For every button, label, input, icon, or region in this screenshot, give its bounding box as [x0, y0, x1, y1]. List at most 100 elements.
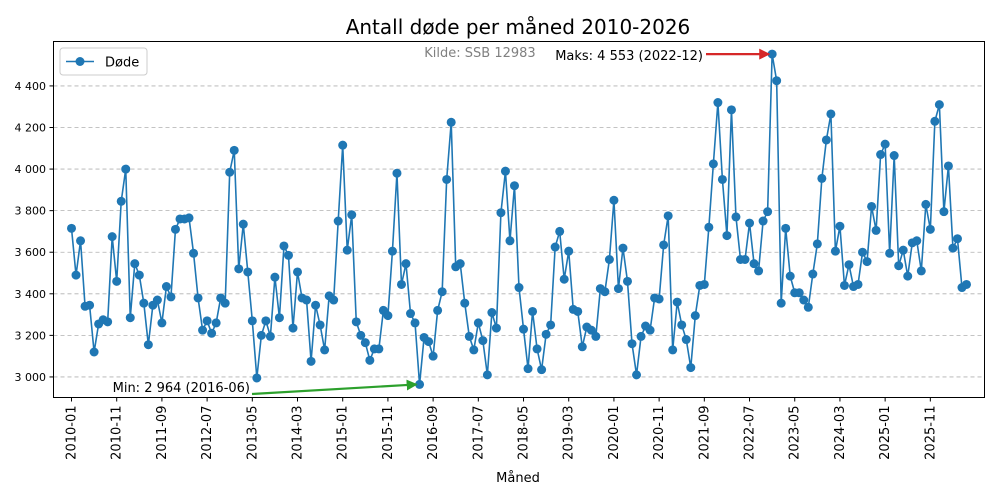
x-tick-label: 2021-09 — [697, 406, 712, 460]
data-point — [722, 231, 732, 241]
series-points-dode — [67, 49, 971, 389]
data-point — [514, 283, 524, 293]
data-point — [71, 270, 81, 280]
data-point — [311, 300, 321, 310]
data-point — [726, 105, 736, 115]
data-point — [943, 161, 953, 171]
data-point — [672, 297, 682, 307]
data-point — [433, 305, 443, 315]
data-point — [220, 298, 230, 308]
data-point — [338, 140, 348, 150]
data-point — [717, 174, 727, 184]
data-point — [193, 293, 203, 303]
data-point — [464, 331, 474, 341]
data-point — [302, 295, 312, 305]
data-point — [604, 254, 614, 264]
data-point — [817, 173, 827, 183]
x-tick-label: 2010-01 — [65, 406, 80, 460]
data-point — [76, 236, 86, 246]
data-point — [844, 260, 854, 270]
data-point — [256, 330, 266, 340]
data-point — [618, 243, 628, 253]
data-point — [279, 241, 289, 251]
x-tick-label: 2025-11 — [923, 406, 938, 460]
data-point — [772, 76, 782, 86]
legend-label: Døde — [105, 56, 139, 71]
min-annotation-label: Min: 2 964 (2016-06) — [113, 381, 250, 396]
data-point — [442, 174, 452, 184]
data-point — [839, 280, 849, 290]
data-point — [469, 345, 479, 355]
data-point — [903, 271, 913, 281]
data-point — [654, 294, 664, 304]
data-point — [410, 318, 420, 328]
data-point — [559, 274, 569, 284]
data-point — [613, 284, 623, 294]
data-point — [428, 351, 438, 361]
data-point — [591, 331, 601, 341]
data-point — [478, 336, 488, 346]
chart-title: Antall døde per måned 2010-2026 — [346, 15, 691, 39]
data-point — [622, 276, 632, 286]
legend-box — [59, 47, 148, 76]
x-tick-label: 2010-11 — [110, 406, 125, 460]
data-point — [374, 344, 384, 354]
data-point — [130, 259, 140, 269]
data-point — [740, 254, 750, 264]
data-point — [609, 195, 619, 205]
x-tick-label: 2017-07 — [471, 406, 486, 460]
data-point — [925, 224, 935, 234]
x-tick-label: 2023-05 — [788, 406, 803, 460]
x-tick-label: 2025-01 — [878, 406, 893, 460]
y-axis: 3 000 3 200 3 400 3 600 3 800 4 000 4 200 4 400 — [15, 80, 54, 384]
x-tick-label: 2012-07 — [200, 406, 215, 460]
data-point — [830, 246, 840, 256]
data-point — [383, 311, 393, 321]
x-tick-label: 2015-01 — [336, 406, 351, 460]
x-axis-label: Måned — [496, 471, 540, 486]
data-point — [948, 243, 958, 253]
data-point — [152, 295, 162, 305]
data-point — [808, 269, 818, 279]
x-tick-label: 2016-09 — [426, 406, 441, 460]
data-point — [143, 340, 153, 350]
data-point — [663, 211, 673, 221]
data-point — [835, 221, 845, 231]
data-point — [577, 342, 587, 352]
data-point — [812, 239, 822, 249]
data-point — [916, 266, 926, 276]
data-point — [867, 201, 877, 211]
data-point — [347, 210, 357, 220]
data-point — [880, 139, 890, 149]
data-point — [166, 292, 176, 302]
x-tick-label: 2019-03 — [562, 406, 577, 460]
data-point — [731, 212, 741, 222]
data-point — [677, 320, 687, 330]
data-point — [89, 347, 99, 357]
data-point — [776, 298, 786, 308]
data-point — [803, 302, 813, 312]
y-tick-label: 3 600 — [15, 246, 47, 259]
data-point — [496, 208, 506, 218]
data-point — [315, 320, 325, 330]
max-annotation-label: Maks: 4 553 (2022-12) — [555, 49, 703, 64]
data-point — [509, 181, 519, 191]
data-point — [202, 316, 212, 326]
data-point — [826, 109, 836, 119]
x-tick-label: 2022-07 — [743, 406, 758, 460]
data-point — [885, 248, 895, 258]
data-point — [207, 328, 217, 338]
data-point — [401, 259, 411, 269]
data-point — [708, 159, 718, 169]
data-point — [686, 363, 696, 373]
x-axis: 2010-01 2010-11 2011-09 2012-07 2013-05 2014-… — [65, 397, 938, 460]
data-point — [781, 223, 791, 233]
x-tick-label: 2011-09 — [155, 406, 170, 460]
data-point — [668, 345, 678, 355]
data-point — [912, 236, 922, 246]
data-point — [460, 298, 470, 308]
data-point — [482, 370, 492, 380]
data-point — [586, 325, 596, 335]
data-point — [704, 222, 714, 232]
